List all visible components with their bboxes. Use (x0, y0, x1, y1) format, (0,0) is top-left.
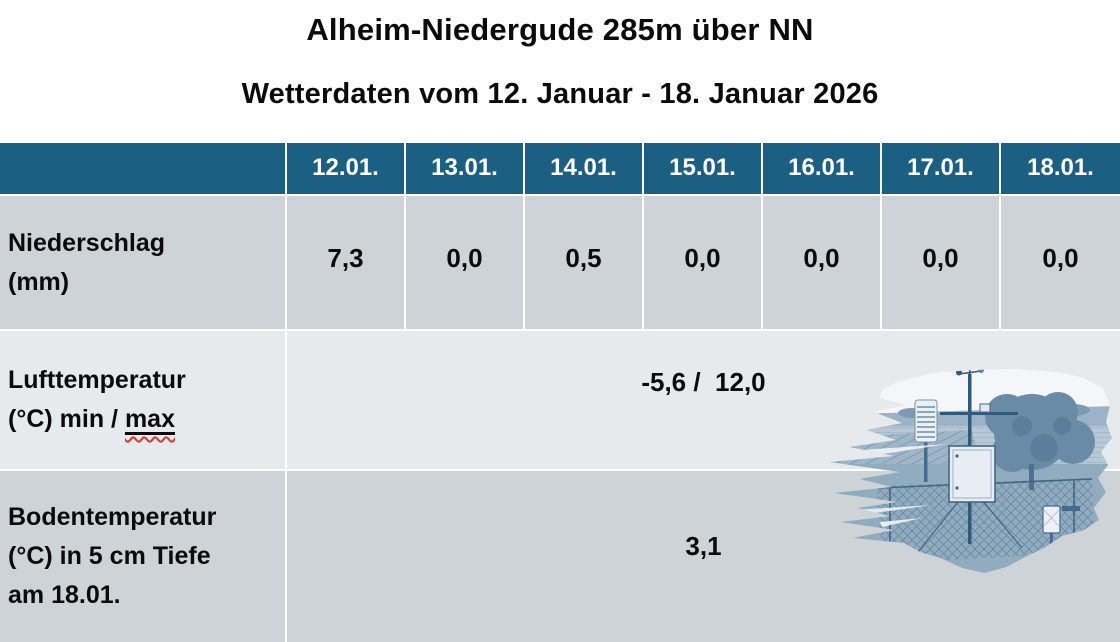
row-label-line: (mm) (8, 267, 70, 296)
precipitation-value-16-01: 0,0 (763, 196, 882, 331)
column-header-15-01: 15.01. (644, 143, 763, 196)
precipitation-value-13-01: 0,0 (406, 196, 525, 331)
column-header-18-01: 18.01. (1001, 143, 1120, 196)
precipitation-value-14-01: 0,5 (525, 196, 644, 331)
precipitation-value-12-01: 7,3 (287, 196, 406, 331)
instrument-box (948, 445, 996, 503)
row-label-line: (°C) min / max (8, 400, 281, 439)
air-temp-label-max: max (124, 405, 175, 433)
radiation-shield (914, 399, 938, 482)
column-header-13-01: 13.01. (406, 143, 525, 196)
weather-station-image (830, 369, 1112, 573)
row-label-line: Bodentemperatur (8, 503, 217, 531)
precipitation-value-17-01: 0,0 (882, 196, 1001, 331)
page-subtitle: Wetterdaten vom 12. Januar - 18. Januar … (241, 78, 879, 110)
row-label-line: Niederschlag (8, 228, 166, 257)
row-label-line: Lufttemperatur (8, 366, 186, 394)
precipitation-value-18-01: 0,0 (1001, 196, 1120, 331)
column-header-17-01: 17.01. (882, 143, 1001, 196)
column-header-14-01: 14.01. (525, 143, 644, 196)
row-label-bodentemperatur: Bodentemperatur (°C) in 5 cm Tiefe am 18… (0, 471, 287, 642)
column-header-empty (0, 143, 287, 196)
row-label-lufttemperatur: Lufttemperatur (°C) min / max (0, 331, 287, 471)
spellcheck-underline: max (125, 405, 175, 433)
air-temp-label-prefix: (°C) min / (8, 405, 125, 433)
column-header-16-01: 16.01. (763, 143, 882, 196)
weather-station-photo (822, 360, 1116, 580)
tree (985, 392, 1095, 490)
row-label-line: (°C) in 5 cm Tiefe (8, 542, 211, 570)
weather-table: 12.01. 13.01. 14.01. 15.01. 16.01. 17.01… (0, 143, 1120, 642)
precipitation-value-15-01: 0,0 (644, 196, 763, 331)
page-title: Alheim-Niedergude 285m über NN (306, 12, 814, 47)
row-label-line: am 18.01. (8, 581, 121, 609)
column-header-12-01: 12.01. (287, 143, 406, 196)
row-label-niederschlag: Niederschlag (mm) (0, 196, 287, 331)
